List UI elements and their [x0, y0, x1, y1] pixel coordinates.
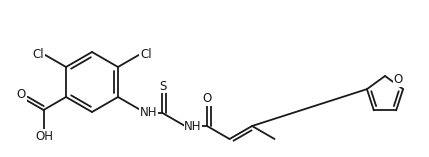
Text: Cl: Cl — [33, 49, 44, 62]
Text: OH: OH — [36, 130, 54, 143]
Text: S: S — [159, 79, 166, 92]
Text: NH: NH — [184, 119, 202, 133]
Text: O: O — [393, 73, 403, 86]
Text: O: O — [17, 89, 26, 101]
Text: NH: NH — [140, 106, 157, 119]
Text: O: O — [202, 92, 211, 106]
Text: Cl: Cl — [140, 49, 151, 62]
